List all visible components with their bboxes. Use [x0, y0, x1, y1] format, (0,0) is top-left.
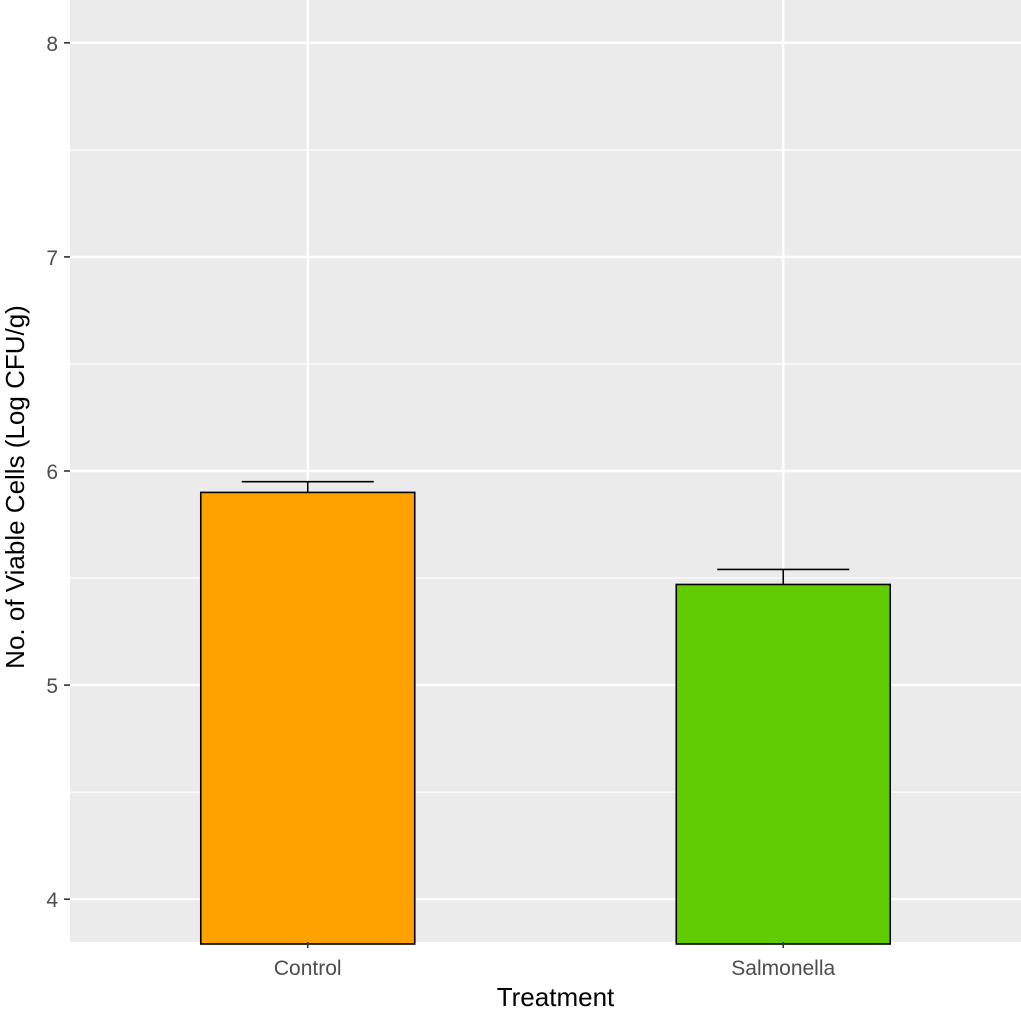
y-tick-label: 6: [46, 461, 58, 484]
bar-salmonella: [675, 583, 892, 945]
x-axis-title: Treatment: [497, 982, 615, 1012]
y-tick-label: 7: [46, 247, 58, 270]
y-tick-label: 8: [46, 33, 58, 56]
y-tick-label: 4: [46, 889, 58, 912]
x-tick-label: Control: [274, 957, 342, 980]
y-tick-label: 5: [46, 675, 58, 698]
bars: [199, 480, 892, 945]
x-tick-label: Salmonella: [731, 957, 835, 980]
y-axis-title: No. of Viable Cells (Log CFU/g): [0, 305, 30, 669]
bar-control: [199, 491, 416, 945]
axes: 4 5 6 7 8 Control Salmonella: [46, 33, 835, 980]
